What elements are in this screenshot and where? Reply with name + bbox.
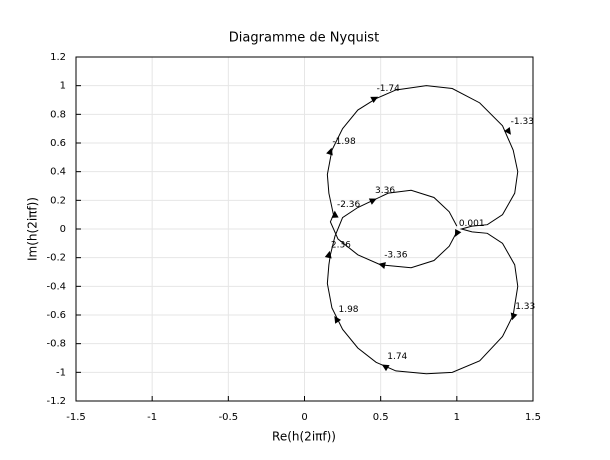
x-tick-label: 0	[301, 412, 307, 423]
y-tick-label: 0.2	[50, 195, 66, 206]
frequency-label: -1.33	[511, 117, 534, 127]
y-tick-label: -0.4	[46, 281, 66, 292]
x-tick-label: -1	[147, 412, 157, 423]
frequency-arrow	[334, 315, 342, 324]
frequency-arrow	[454, 229, 462, 237]
y-tick-label: -0.2	[46, 253, 66, 264]
y-tick-label: -1.2	[46, 396, 66, 407]
y-tick-label: -0.6	[46, 310, 66, 321]
frequency-label: -1.74	[377, 84, 401, 94]
frequency-label: -2.36	[337, 200, 361, 210]
frequency-label: 1.33	[515, 302, 535, 312]
x-tick-label: 1.5	[525, 412, 541, 423]
frequency-arrow	[331, 210, 339, 218]
y-tick-label: 1	[60, 81, 66, 92]
frequency-arrow	[324, 250, 332, 259]
frequency-label: -1.98	[332, 137, 356, 147]
y-tick-label: -1	[56, 367, 66, 378]
x-axis-label: Re(h(2iπf))	[272, 430, 336, 444]
y-tick-label: 0.4	[50, 167, 66, 178]
frequency-arrow	[381, 364, 390, 372]
y-tick-label: -0.8	[46, 339, 66, 350]
y-tick-label: 0.8	[50, 109, 66, 120]
plot-frame	[75, 56, 534, 402]
y-tick-label: 0	[60, 224, 66, 235]
frequency-arrow	[378, 262, 386, 269]
frequency-arrow	[370, 96, 379, 104]
frequency-arrow	[326, 147, 333, 156]
x-tick-label: 1	[454, 412, 460, 423]
y-axis-label: Im(h(2iπf))	[26, 197, 40, 261]
frequency-label: 1.98	[338, 305, 358, 315]
nyquist-curve	[326, 85, 519, 375]
frequency-arrow	[368, 198, 377, 205]
frequency-label: 1.74	[387, 352, 407, 362]
x-tick-label: -1.5	[66, 412, 86, 423]
frequency-label: 3.36	[375, 186, 395, 196]
frequency-arrow	[510, 312, 518, 321]
y-tick-label: 1.2	[50, 52, 66, 63]
chart-title: Diagramme de Nyquist	[229, 31, 379, 46]
x-tick-label: 0.5	[373, 412, 389, 423]
y-tick-label: 0.6	[50, 138, 66, 149]
frequency-arrow	[504, 127, 511, 135]
frequency-label: -3.36	[384, 250, 408, 260]
frequency-label: 0.001	[459, 219, 485, 229]
frequency-label: 2.36	[331, 240, 351, 250]
x-tick-label: -0.5	[219, 412, 239, 423]
